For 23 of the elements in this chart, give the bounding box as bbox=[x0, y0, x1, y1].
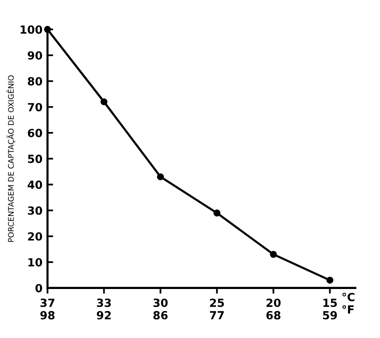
x-tick-label: 20 68 bbox=[266, 298, 281, 320]
y-tick-label: 60 bbox=[28, 128, 42, 138]
x-tick-label: 25 77 bbox=[210, 298, 224, 320]
point bbox=[326, 276, 334, 284]
point bbox=[156, 173, 164, 180]
y-tick-label: 70 bbox=[28, 102, 42, 112]
y-tick-label: 10 bbox=[28, 258, 42, 266]
point bbox=[270, 250, 277, 258]
y-tick-label: 0 bbox=[35, 284, 42, 292]
x-tick-label: 33 92 bbox=[96, 298, 111, 320]
point bbox=[100, 98, 108, 106]
y-tick-label: 80 bbox=[28, 77, 42, 86]
y-tick-label: 100 bbox=[20, 25, 42, 34]
y-tick-label: 50 bbox=[28, 154, 42, 164]
point bbox=[213, 210, 220, 216]
x-tick-label: 15 59 bbox=[323, 298, 337, 320]
y-tick-label: 40 bbox=[28, 180, 42, 189]
y-tick-label: 30 bbox=[28, 206, 42, 215]
y-tick-label: 20 bbox=[28, 232, 42, 241]
x-tick-label: 30 86 bbox=[153, 298, 168, 320]
x-tick-label: 37 98 bbox=[40, 298, 55, 320]
y-tick-label: 90 bbox=[28, 51, 42, 60]
x-axis-title: °C °F bbox=[342, 292, 354, 314]
